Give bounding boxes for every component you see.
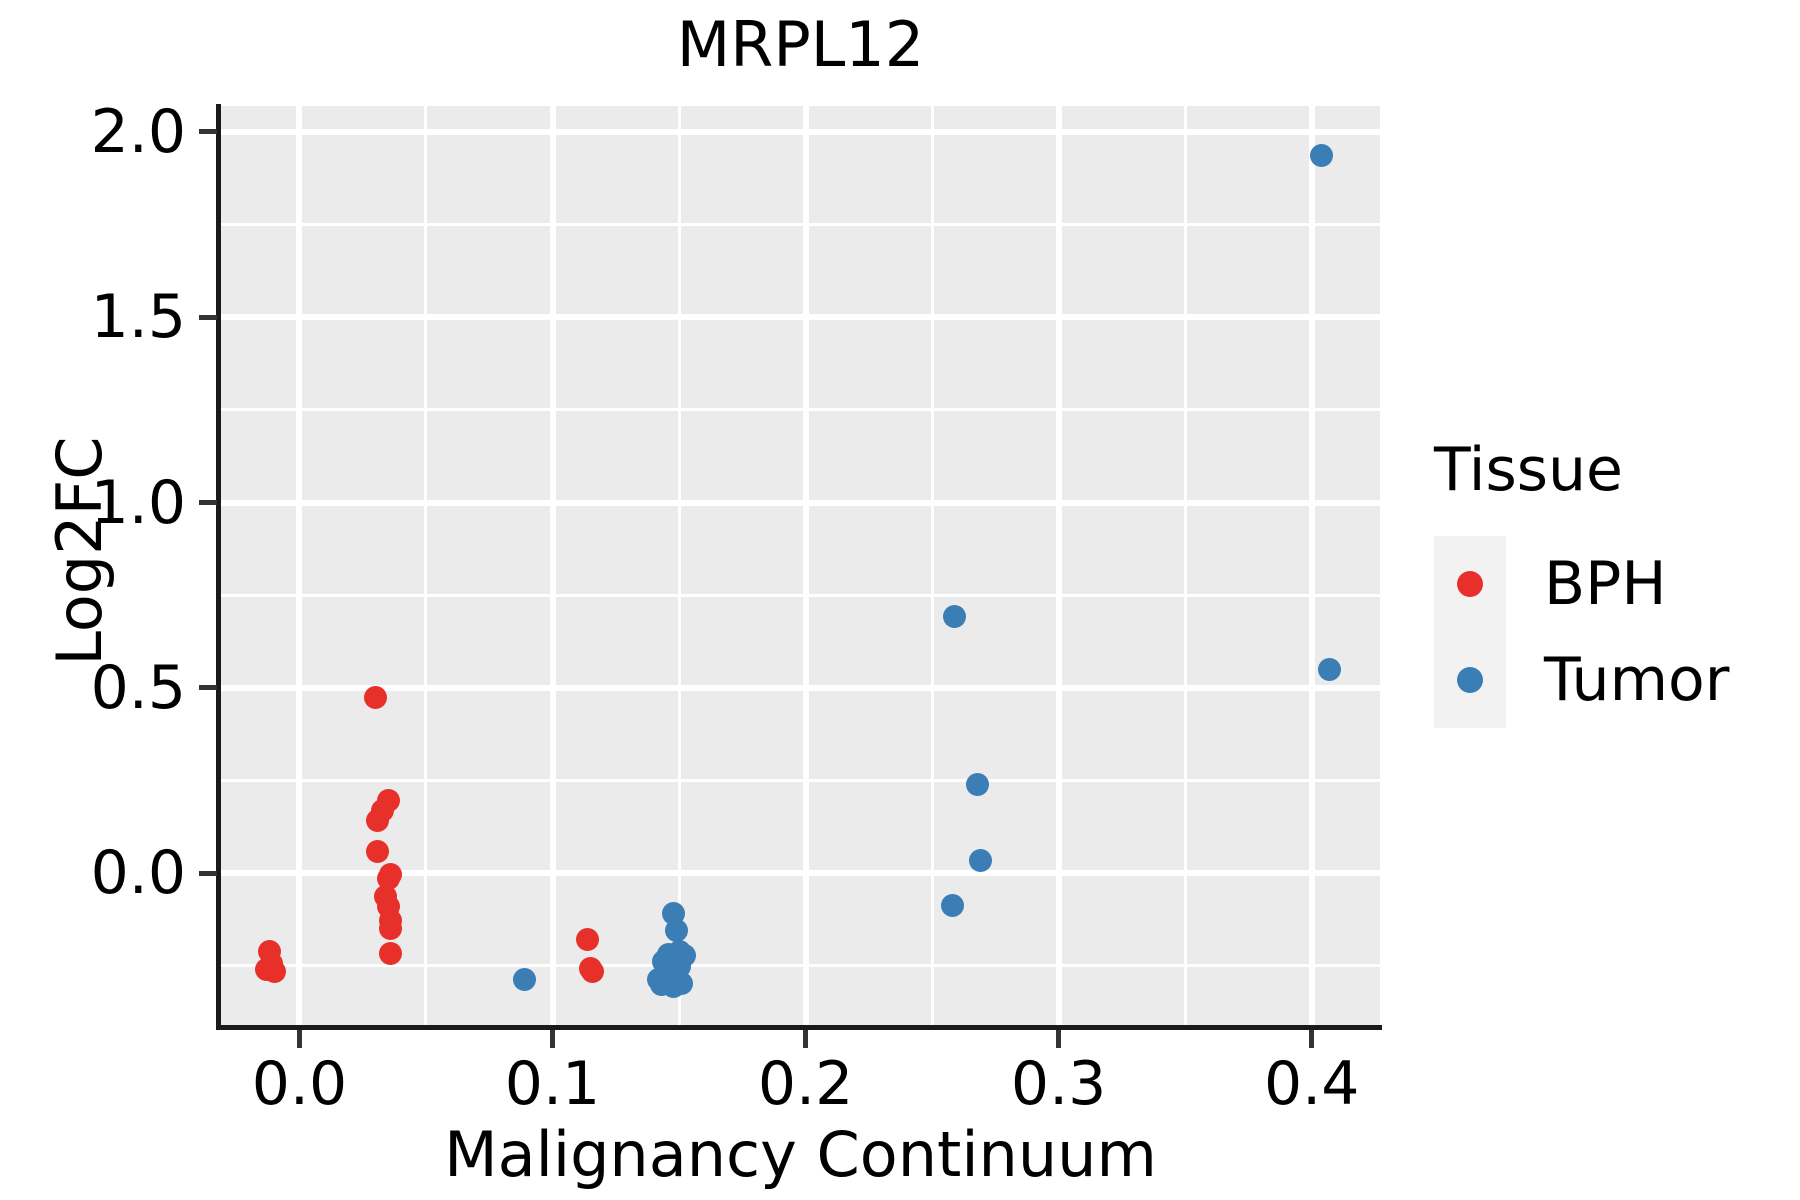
y-tick-label: 0.5 (90, 652, 186, 723)
data-point-bph (576, 928, 600, 952)
gridline-major-vertical (1055, 106, 1062, 1025)
gridline-major-horizontal (221, 684, 1380, 691)
data-point-bph (379, 916, 403, 940)
data-point-tumor (1317, 658, 1341, 682)
data-point-bph (366, 840, 390, 864)
legend-dot-icon (1457, 667, 1483, 693)
x-axis-label: Malignancy Continuum (444, 1118, 1157, 1191)
legend-item-tumor[interactable]: Tumor (1434, 632, 1729, 728)
x-tick-label: 0.1 (504, 1049, 601, 1119)
data-point-bph (366, 809, 390, 833)
gridline-minor-vertical (677, 106, 681, 1025)
gridline-major-vertical (802, 106, 809, 1025)
gridline-minor-horizontal (221, 408, 1380, 412)
gridline-major-vertical (296, 106, 303, 1025)
x-tick-label: 0.0 (251, 1049, 348, 1119)
data-point-bph (581, 960, 605, 984)
y-tick-label: 0.0 (90, 838, 186, 909)
legend-items: BPH Tumor (1434, 536, 1729, 728)
data-point-tumor (966, 772, 990, 796)
x-tick-mark (803, 1030, 809, 1048)
gridline-minor-horizontal (221, 223, 1380, 227)
y-tick-mark (199, 314, 217, 320)
gridline-major-horizontal (221, 870, 1380, 877)
gridline-major-horizontal (221, 128, 1380, 135)
y-tick-label: 1.5 (90, 282, 186, 353)
legend-label: Tumor (1544, 645, 1730, 715)
legend-title: Tissue (1434, 435, 1623, 505)
y-axis-line (216, 104, 221, 1027)
gridline-major-horizontal (221, 314, 1380, 321)
x-axis-line (216, 1025, 1382, 1030)
data-point-bph (379, 941, 403, 965)
x-tick-label: 0.2 (757, 1049, 854, 1119)
gridline-major-vertical (549, 106, 556, 1025)
gridline-major-vertical (1308, 106, 1315, 1025)
legend-label: BPH (1544, 549, 1667, 619)
data-point-tumor (943, 604, 967, 628)
y-tick-mark (199, 870, 217, 876)
gridline-major-horizontal (221, 499, 1380, 506)
x-tick-mark (1309, 1030, 1315, 1048)
x-tick-mark (296, 1030, 302, 1048)
data-point-tumor (513, 968, 537, 992)
data-point-tumor (662, 901, 686, 925)
legend-key-swatch (1434, 632, 1506, 728)
x-tick-mark (550, 1030, 555, 1048)
gridline-minor-horizontal (221, 964, 1380, 968)
legend-key-swatch (1434, 536, 1506, 632)
x-tick-mark (1056, 1030, 1062, 1048)
gridline-minor-horizontal (221, 593, 1380, 597)
data-point-tumor (1310, 144, 1334, 168)
data-point-bph (363, 685, 387, 709)
data-point-tumor (968, 848, 992, 872)
page-title: MRPL12 (676, 8, 925, 81)
x-tick-label: 0.3 (1010, 1049, 1107, 1119)
gridline-minor-vertical (930, 106, 934, 1025)
y-tick-mark (199, 500, 217, 505)
legend-item-bph[interactable]: BPH (1434, 536, 1729, 632)
x-tick-label: 0.4 (1263, 1049, 1360, 1119)
gridline-minor-horizontal (221, 778, 1380, 782)
data-point-tumor (662, 974, 686, 998)
y-tick-mark (199, 685, 217, 691)
gridline-minor-vertical (424, 106, 428, 1025)
plot-panel (221, 106, 1380, 1025)
data-point-bph (262, 959, 286, 983)
data-point-tumor (665, 919, 688, 942)
y-tick-label: 1.0 (90, 467, 186, 538)
y-tick-mark (199, 129, 217, 135)
gridline-minor-vertical (1183, 106, 1187, 1025)
legend: Tissue BPH Tumor (1434, 440, 1729, 728)
legend-dot-icon (1457, 571, 1483, 597)
data-point-tumor (940, 893, 964, 917)
data-point-bph (376, 867, 400, 891)
y-tick-label: 2.0 (90, 96, 186, 167)
